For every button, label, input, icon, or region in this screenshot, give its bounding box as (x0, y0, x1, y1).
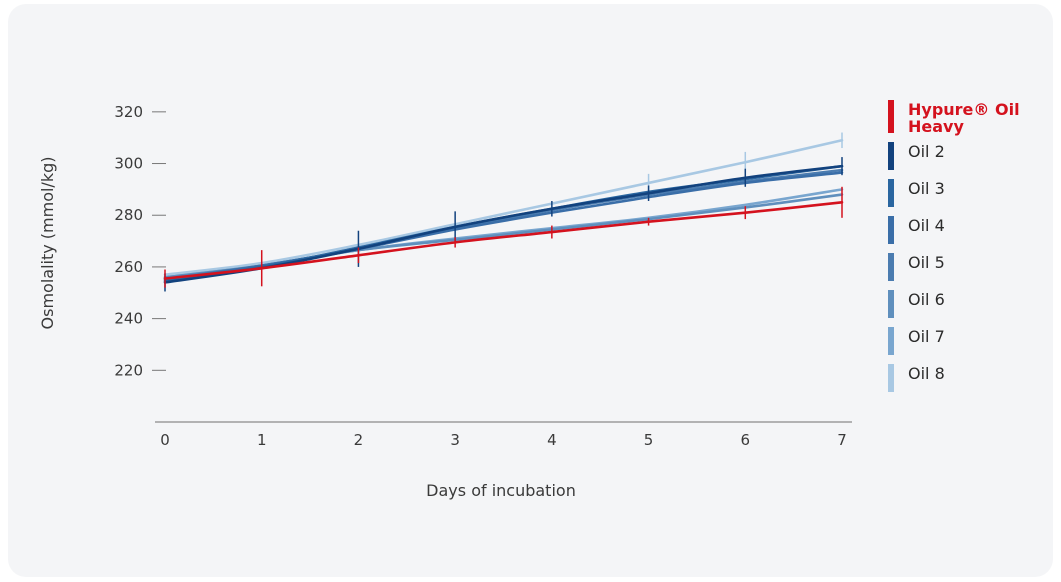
x-tick-label: 5 (644, 431, 654, 449)
x-tick-label: 7 (837, 431, 847, 449)
x-axis: 0 1 2 3 4 5 6 7 (155, 421, 852, 449)
series-oil-2 (163, 157, 844, 292)
chart-card (8, 4, 1053, 577)
x-tick-label: 2 (354, 431, 364, 449)
legend-item: Oil 5 (888, 253, 945, 281)
series-line (163, 201, 844, 280)
y-axis: 220 240 260 280 300 320 (114, 103, 166, 379)
legend-swatch (888, 364, 894, 392)
series-oil-4 (163, 171, 844, 282)
legend-label: Oil 2 (908, 142, 945, 161)
series-layer (163, 132, 844, 292)
y-tick-label: 240 (114, 310, 143, 328)
series-hypure-oil-heavy (163, 186, 844, 288)
legend-swatch (888, 290, 894, 318)
legend-item: Oil 7 (888, 327, 945, 355)
x-tick-label: 3 (450, 431, 460, 449)
legend-item: Oil 6 (888, 290, 945, 318)
legend-item: Oil 4 (888, 216, 945, 244)
legend-item: Oil 2 (888, 142, 945, 170)
legend-swatch (888, 179, 894, 207)
legend-swatch (888, 142, 894, 170)
x-axis-title: Days of incubation (426, 481, 576, 500)
legend-label: Oil 5 (908, 253, 945, 272)
legend-label: Hypure® Oil (908, 100, 1020, 119)
legend-label: Oil 8 (908, 364, 945, 383)
x-tick-label: 1 (257, 431, 267, 449)
legend-item: Oil 3 (888, 179, 945, 207)
legend-label: Oil 6 (908, 290, 945, 309)
y-tick-label: 220 (114, 361, 143, 379)
x-tick-label: 6 (741, 431, 751, 449)
legend-label: Oil 3 (908, 179, 945, 198)
series-oil-8 (163, 132, 844, 276)
legend-swatch (888, 216, 894, 244)
series-line (163, 138, 844, 276)
y-tick-label: 260 (114, 258, 143, 276)
legend-label: Oil 4 (908, 216, 945, 235)
series-line (163, 171, 844, 282)
x-tick-label: 0 (160, 431, 170, 449)
legend-swatch (888, 100, 894, 133)
legend-swatch (888, 253, 894, 281)
legend-label: Oil 7 (908, 327, 945, 346)
y-tick-label: 300 (114, 155, 143, 173)
legend-swatch (888, 327, 894, 355)
x-tick-label: 4 (547, 431, 557, 449)
y-tick-label: 280 (114, 206, 143, 224)
y-tick-label: 320 (114, 103, 143, 121)
y-axis-title: Osmolality (mmol/kg) (38, 157, 57, 330)
legend-item: Oil 8 (888, 364, 945, 392)
legend-label: Heavy (908, 117, 964, 136)
